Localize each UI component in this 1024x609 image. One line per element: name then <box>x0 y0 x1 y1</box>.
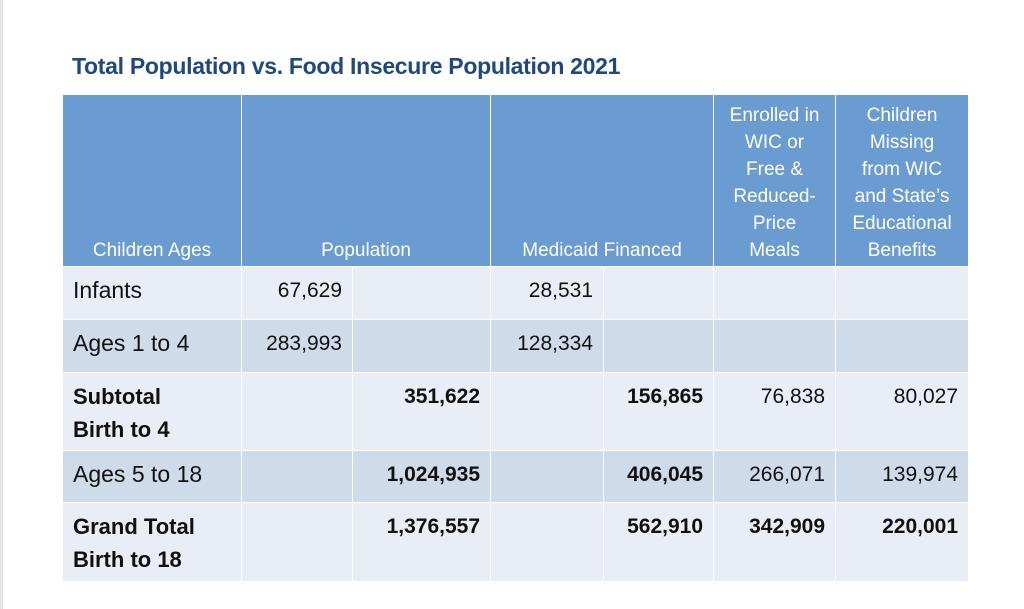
header-line: Reduced- <box>733 186 816 207</box>
table-row: Infants 67,629 28,531 <box>62 266 970 320</box>
header-line: WIC or <box>744 132 805 153</box>
medicaid-value: 128,334 <box>490 319 605 373</box>
wic-value: 342,909 <box>713 502 837 582</box>
row-label: Ages 5 to 18 <box>62 450 242 503</box>
header-row: Children Ages Population Medicaid Financ… <box>62 94 970 267</box>
row-label: Infants <box>62 266 242 320</box>
table-row: Subtotal Birth to 4 351,622 156,865 76,8… <box>62 372 970 451</box>
row-label: Subtotal Birth to 4 <box>62 372 242 451</box>
population-total <box>351 319 492 373</box>
medicaid-total: 406,045 <box>603 450 715 503</box>
row-label-line: Grand Total <box>73 514 195 539</box>
medicaid-value: 28,531 <box>490 266 605 320</box>
header-children-ages: Children Ages <box>62 94 242 267</box>
row-label-line: Birth to 4 <box>73 417 170 442</box>
header-population: Population <box>240 94 492 267</box>
population-total: 1,376,557 <box>351 502 492 582</box>
table-row: Ages 1 to 4 283,993 128,334 <box>62 319 970 373</box>
medicaid-total <box>603 319 715 373</box>
header-enrolled-wic: Enrolled in WIC or Free & Reduced- Price… <box>713 94 837 267</box>
missing-value <box>835 266 970 320</box>
header-children-missing: Children Missing from WIC and State’s Ed… <box>835 94 970 267</box>
row-label-line: Birth to 18 <box>73 547 182 572</box>
wic-value <box>713 266 837 320</box>
header-line: from WIC <box>861 159 943 180</box>
population-total <box>351 266 492 320</box>
header-medicaid-financed: Medicaid Financed <box>490 94 715 267</box>
population-total: 1,024,935 <box>351 450 492 503</box>
row-label: Grand Total Birth to 18 <box>62 502 242 582</box>
medicaid-value <box>490 502 605 582</box>
missing-value: 80,027 <box>835 372 970 451</box>
header-line: Missing <box>869 132 935 153</box>
population-table: Children Ages Population Medicaid Financ… <box>62 94 970 582</box>
row-label: Ages 1 to 4 <box>62 319 242 373</box>
header-line: Benefits <box>867 240 937 261</box>
medicaid-value <box>490 372 605 451</box>
population-total: 351,622 <box>351 372 492 451</box>
population-value: 283,993 <box>241 319 353 373</box>
population-value <box>241 502 353 582</box>
header-line: Free & <box>746 159 804 180</box>
wic-value: 76,838 <box>713 372 837 451</box>
header-line: Children <box>866 105 938 126</box>
left-edge-divider <box>0 0 3 609</box>
table-row: Ages 5 to 18 1,024,935 406,045 266,071 1… <box>62 450 970 503</box>
table-row: Grand Total Birth to 18 1,376,557 562,91… <box>62 502 970 582</box>
medicaid-total: 562,910 <box>603 502 715 582</box>
wic-value: 266,071 <box>713 450 837 503</box>
header-line: and State’s <box>854 186 950 207</box>
header-line: Educational <box>852 213 952 234</box>
wic-value <box>713 319 837 373</box>
population-value <box>241 450 353 503</box>
missing-value: 220,001 <box>835 502 970 582</box>
population-value: 67,629 <box>241 266 353 320</box>
medicaid-value <box>490 450 605 503</box>
row-label-line: Subtotal <box>73 384 161 409</box>
medicaid-total <box>603 266 715 320</box>
header-line: Meals <box>749 240 800 261</box>
header-line: Price <box>752 213 797 234</box>
medicaid-total: 156,865 <box>603 372 715 451</box>
population-value <box>241 372 353 451</box>
header-line: Enrolled in <box>729 105 820 126</box>
missing-value <box>835 319 970 373</box>
page-title: Total Population vs. Food Insecure Popul… <box>72 53 621 79</box>
missing-value: 139,974 <box>835 450 970 503</box>
